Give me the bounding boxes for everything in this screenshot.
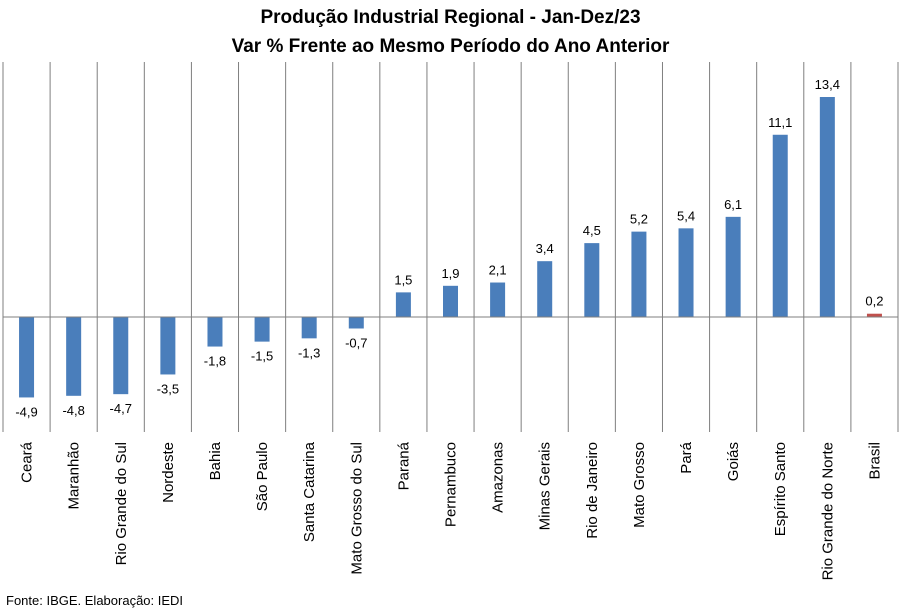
bar: [254, 317, 270, 342]
category-label: Pará: [678, 441, 695, 473]
bar: [19, 317, 35, 398]
data-label: 1,5: [394, 272, 412, 287]
bar: [66, 317, 82, 396]
category-label: Mato Grosso do Sul: [348, 442, 365, 575]
category-label: Espírito Santo: [772, 442, 789, 536]
bar: [537, 261, 553, 317]
category-label: Minas Gerais: [537, 442, 554, 530]
category-label: Pernambuco: [443, 442, 460, 527]
bar: [584, 243, 600, 317]
category-label: Rio Grande do Sul: [113, 442, 130, 565]
bar-chart: -4,9 Ceará -4,8 Maranhão -4,7 Rio Grande do S…: [2, 62, 899, 580]
data-label: 6,1: [724, 197, 742, 212]
bar: [301, 317, 317, 339]
data-label: 1,9: [441, 266, 459, 281]
category-label: Rio de Janeiro: [584, 442, 601, 539]
data-label: -3,5: [157, 381, 179, 396]
data-label: 4,5: [583, 223, 601, 238]
bar: [725, 216, 741, 317]
bar: [772, 134, 788, 317]
data-label: -1,3: [298, 345, 320, 360]
category-label: Ceará: [19, 441, 36, 483]
chart-subtitle: Var % Frente ao Mesmo Período do Ano Ant…: [231, 36, 670, 57]
data-label: -4,9: [15, 404, 37, 419]
data-label: 13,4: [815, 77, 840, 92]
category-label: Goiás: [725, 442, 742, 481]
bar: [395, 292, 411, 317]
data-label: -0,7: [345, 335, 367, 350]
data-label: -1,5: [251, 349, 273, 364]
data-label: -1,8: [204, 354, 226, 369]
bar: [866, 313, 882, 317]
bar: [207, 317, 223, 347]
chart-title: Produção Industrial Regional - Jan-Dez/2…: [260, 7, 641, 28]
bar: [819, 97, 835, 317]
data-label: 11,1: [768, 115, 792, 130]
source-note: Fonte: IBGE. Elaboração: IEDI: [6, 593, 184, 608]
bar: [443, 285, 458, 317]
data-label: -4,8: [62, 403, 84, 418]
category-label: Maranhão: [66, 442, 83, 510]
category-label: Nordeste: [160, 442, 177, 503]
bar: [490, 282, 506, 317]
category-label: Santa Catarina: [301, 441, 318, 542]
data-label: 5,4: [677, 208, 695, 223]
data-label: 5,2: [630, 212, 648, 227]
data-label: 0,2: [865, 294, 883, 309]
bar: [160, 317, 176, 375]
category-label: Brasil: [866, 442, 883, 480]
bar: [348, 317, 364, 329]
bar: [631, 231, 647, 317]
data-label: 3,4: [536, 241, 554, 256]
category-label: Amazonas: [490, 442, 507, 513]
category-label: Paraná: [395, 441, 412, 490]
data-label: -4,7: [110, 401, 132, 416]
bar: [678, 228, 694, 317]
data-label: 2,1: [489, 263, 507, 278]
bar: [113, 317, 129, 395]
category-label: Rio Grande do Norte: [819, 442, 836, 580]
category-label: São Paulo: [254, 442, 271, 511]
category-label: Mato Grosso: [631, 442, 648, 528]
category-label: Bahia: [207, 441, 224, 480]
